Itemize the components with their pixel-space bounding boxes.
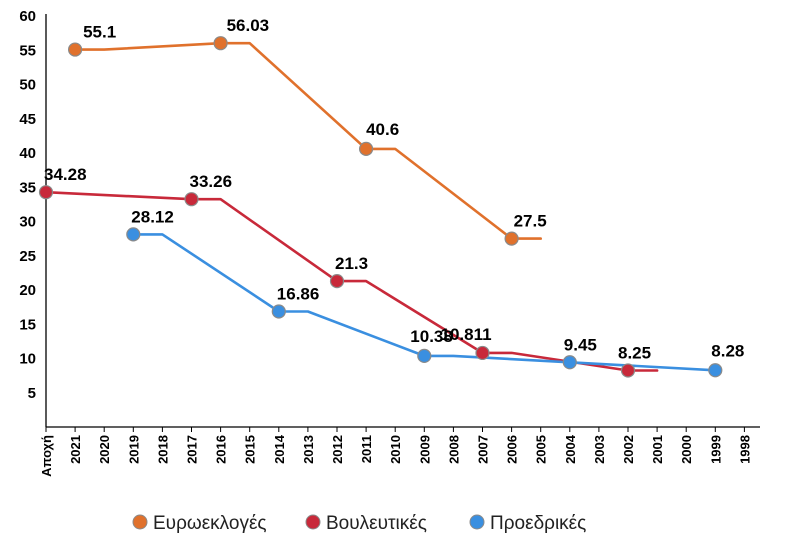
series-line-1 (73, 41, 543, 240)
y-tick-label: 10 (19, 351, 36, 368)
x-tick-label: 2007 (476, 435, 491, 464)
series-lines (44, 41, 717, 372)
data-label: 9.45 (564, 335, 597, 354)
y-tick-label: 40 (19, 145, 36, 162)
x-tick-label: 2008 (446, 435, 461, 464)
series-line-3 (132, 233, 717, 372)
series-3-marker (271, 304, 286, 319)
data-label: 10.38 (410, 327, 453, 346)
x-tick-label: 2017 (185, 435, 200, 464)
x-tick-label: Αποχή (39, 435, 54, 477)
x-tick-label: 2011 (359, 435, 374, 463)
y-tick-label: 30 (19, 214, 36, 231)
x-tick-label: 2020 (97, 435, 112, 464)
data-label: 56.03 (227, 16, 270, 35)
y-tick-label: 15 (19, 316, 36, 333)
data-label: 16.86 (277, 285, 320, 304)
x-tick-label: 2013 (301, 435, 316, 464)
x-tick-label: 2003 (592, 435, 607, 464)
series-2-marker (475, 345, 490, 361)
series-1-marker (359, 141, 374, 156)
x-tick-label: 2010 (388, 435, 403, 464)
series-markers (38, 36, 723, 378)
series-1-marker (504, 231, 519, 246)
x-tick-label: 2018 (155, 435, 170, 464)
x-tick-label: 2012 (330, 435, 345, 464)
data-label: 33.26 (190, 172, 233, 191)
legend-marker (469, 514, 485, 530)
x-tick-label: 2019 (126, 435, 141, 464)
x-tick-label: 2014 (272, 434, 287, 464)
x-tick-label: 2021 (68, 435, 83, 464)
legend: Ευρωεκλογές Βουλευτικές Προεδρικές (132, 513, 586, 534)
y-tick-label: 35 (19, 179, 36, 196)
y-tick-label: 20 (19, 282, 36, 299)
legend-label: Βουλευτικές (326, 513, 427, 534)
x-tick-label: 2006 (505, 435, 520, 464)
data-label: 28.12 (131, 207, 174, 226)
series-3-marker (126, 227, 141, 242)
series-3-marker (708, 363, 723, 378)
series-2-marker (38, 185, 54, 200)
data-label: 21.3 (335, 254, 368, 273)
data-label: 10.811 (441, 325, 492, 344)
y-tick-label: 60 (19, 8, 36, 25)
data-label: 8.25 (618, 343, 651, 362)
series-2-marker (329, 273, 345, 289)
y-tick-label: 45 (19, 111, 36, 128)
series-1-marker (213, 36, 228, 51)
legend-marker (132, 514, 148, 530)
y-tick-label: 5 (28, 385, 36, 402)
x-tick-label: 1999 (708, 435, 723, 464)
series-3-marker (417, 348, 432, 363)
data-label: 55.1 (83, 23, 116, 42)
data-labels: 55.1 56.03 40.6 27.5 34.28 33.26 21.3 10.811 8.2… (44, 16, 744, 362)
series-1-marker (67, 42, 83, 57)
x-tick-label: 2004 (563, 434, 578, 464)
x-tick-label: 1998 (737, 435, 752, 464)
y-tick-label: 50 (19, 77, 36, 94)
legend-marker (305, 514, 321, 530)
series-3-marker (562, 355, 577, 370)
x-tick-label: 2015 (243, 435, 258, 464)
legend-label: Ευρωεκλογές (153, 513, 267, 534)
x-tick-label: 2001 (650, 435, 665, 464)
x-tick-label: 2002 (621, 435, 636, 464)
x-tick-label: 2000 (679, 435, 694, 464)
legend-label: Προεδρικές (490, 513, 586, 534)
x-tick-label: 2016 (214, 435, 229, 464)
x-tick-label: 2005 (534, 435, 549, 464)
series-2-marker (620, 363, 636, 378)
axes: 5 10 15 20 25 30 35 40 45 50 55 60 Αποχή 2021 2020 2019… (19, 8, 760, 477)
x-tick-label: 2009 (417, 435, 432, 464)
y-tick-label: 55 (19, 42, 36, 59)
data-label: 8.28 (711, 341, 744, 360)
y-tick-label: 25 (19, 248, 36, 265)
data-label: 27.5 (514, 212, 547, 231)
data-label: 40.6 (366, 120, 399, 139)
data-label: 34.28 (44, 165, 87, 184)
series-2-marker (184, 192, 199, 207)
